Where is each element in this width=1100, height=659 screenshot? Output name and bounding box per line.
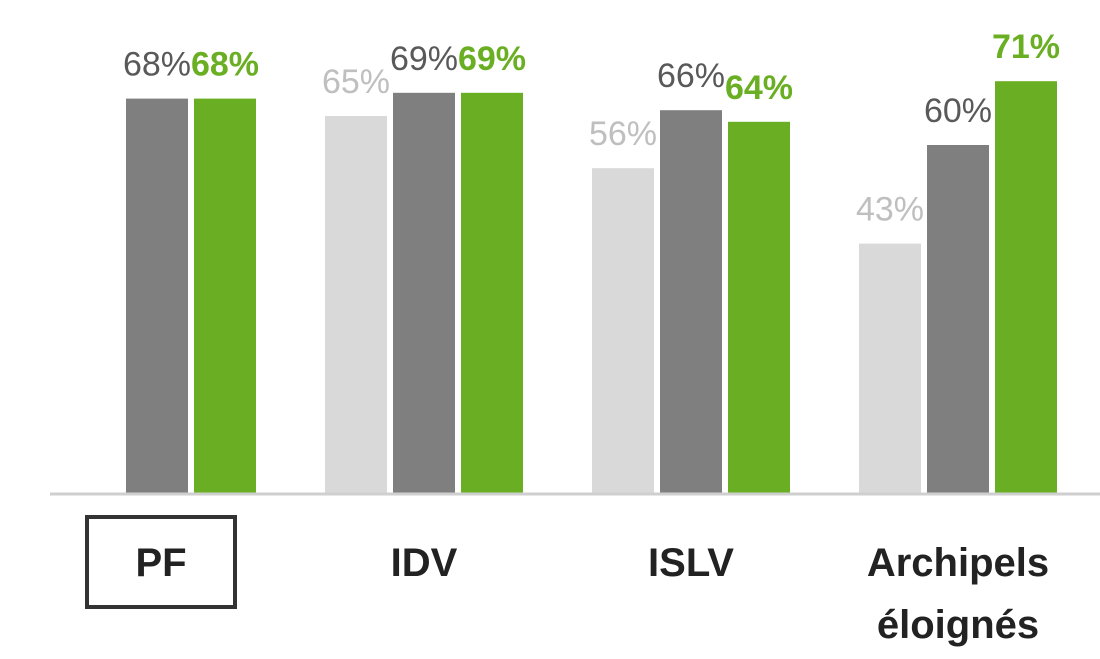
data-label: 66%: [657, 57, 725, 95]
bar: [194, 98, 256, 493]
bar: [393, 92, 455, 494]
data-label: 65%: [322, 63, 390, 101]
x-tick-label: IDV: [390, 541, 458, 585]
data-label: 68%: [123, 46, 191, 84]
bar: [461, 92, 523, 494]
bar: [592, 168, 654, 493]
data-label: 71%: [992, 28, 1060, 66]
x-tick-label: ISLV: [648, 541, 734, 585]
bar: [126, 98, 188, 493]
bar: [859, 243, 921, 493]
data-label: 69%: [390, 40, 458, 78]
bar: [995, 81, 1057, 493]
bar: [728, 121, 790, 494]
data-label: 68%: [191, 46, 259, 84]
bar: [927, 145, 989, 493]
data-label: 56%: [589, 115, 657, 153]
data-label: 69%: [458, 40, 526, 78]
bar: [660, 110, 722, 493]
bar: [325, 116, 387, 493]
x-tick-label: PF: [135, 541, 187, 585]
highlight-box: [85, 515, 237, 609]
x-tick-label: Archipels éloignés: [866, 541, 1050, 647]
data-label: 64%: [725, 69, 793, 107]
data-label: 43%: [856, 191, 924, 229]
data-label: 60%: [924, 92, 992, 130]
